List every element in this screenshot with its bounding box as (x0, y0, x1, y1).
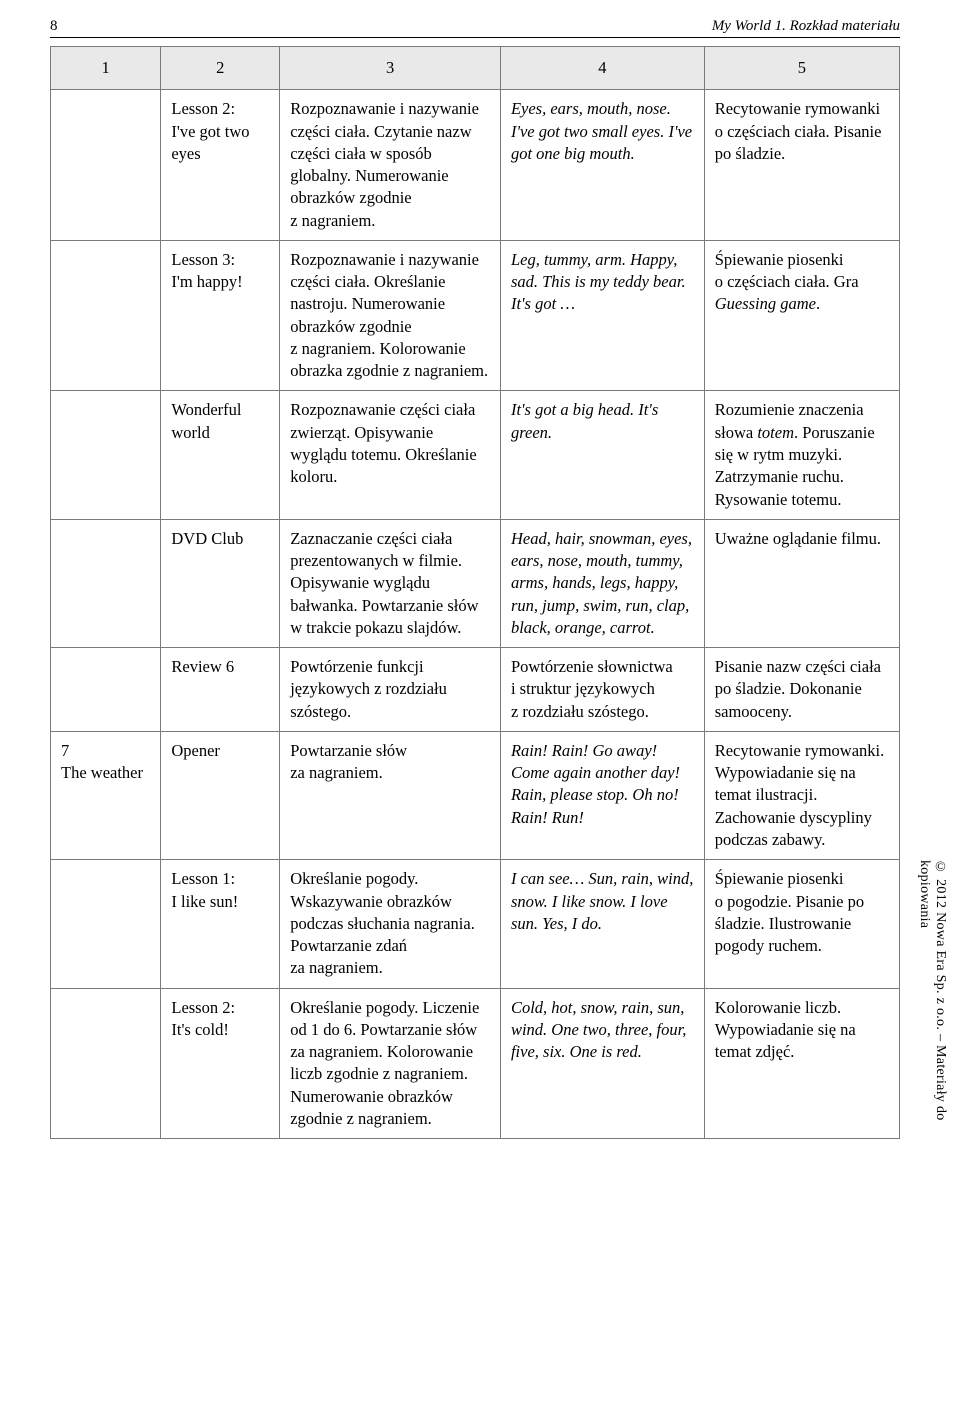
cell-c3: Rozpoznawanie i nazywanie części ciała. … (280, 240, 501, 391)
cell-c3: Określanie pogody. Liczenie od 1 do 6. P… (280, 988, 501, 1139)
cell-c2: Lesson 2:It's cold! (161, 988, 280, 1139)
running-head: 8 My World 1. Rozkład materiału (50, 18, 900, 38)
cell-c3: Zaznaczanie części ciała prezentowanych … (280, 519, 501, 647)
running-title: My World 1. Rozkład materiału (712, 18, 900, 35)
cell-c3: Powtórzenie funkcji językowych z rozdzia… (280, 648, 501, 732)
cell-c2: Lesson 1:I like sun! (161, 860, 280, 988)
cell-c3: Rozpoznawanie i nazywanie części ciała. … (280, 90, 501, 241)
cell-c1 (51, 519, 161, 647)
col-header-2: 2 (161, 47, 280, 90)
table-row: Lesson 3:I'm happy!Rozpoznawanie i nazyw… (51, 240, 900, 391)
cell-c3: Powtarzanie słów za nagraniem. (280, 731, 501, 859)
cell-c5: Recytowanie rymowanki. Wypowiadanie się … (704, 731, 899, 859)
cell-c1 (51, 90, 161, 241)
table-row: Wonderful worldRozpoznawanie części ciał… (51, 391, 900, 519)
cell-c4: Cold, hot, snow, rain, sun, wind. One tw… (500, 988, 704, 1139)
cell-c1 (51, 988, 161, 1139)
page-number: 8 (50, 18, 58, 35)
table-body: Lesson 2:I've got two eyesRozpoznawanie … (51, 90, 900, 1139)
cell-c2: DVD Club (161, 519, 280, 647)
cell-c1 (51, 391, 161, 519)
syllabus-table: 1 2 3 4 5 Lesson 2:I've got two eyesRozp… (50, 46, 900, 1139)
cell-c2: Lesson 3:I'm happy! (161, 240, 280, 391)
copyright-side-note: © 2012 Nowa Era Sp. z o.o. – Materiały d… (916, 860, 948, 1157)
table-row: Lesson 1:I like sun!Określanie pogody. W… (51, 860, 900, 988)
table-row: 7The weatherOpenerPowtarzanie słów za na… (51, 731, 900, 859)
table-row: Lesson 2:I've got two eyesRozpoznawanie … (51, 90, 900, 241)
cell-c5: Recytowanie rymowanki o częściach ciała.… (704, 90, 899, 241)
cell-c5: Kolorowanie liczb. Wypowiadanie się na t… (704, 988, 899, 1139)
col-header-4: 4 (500, 47, 704, 90)
cell-c2: Wonderful world (161, 391, 280, 519)
cell-c1 (51, 648, 161, 732)
page-container: 8 My World 1. Rozkład materiału 1 2 3 4 … (0, 0, 960, 1157)
table-row: Review 6Powtórzenie funkcji językowych z… (51, 648, 900, 732)
cell-c3: Określanie pogody. Wskazywanie obrazków … (280, 860, 501, 988)
cell-c5: Pisanie nazw części ciała po śladzie. Do… (704, 648, 899, 732)
table-row: DVD ClubZaznaczanie części ciała prezent… (51, 519, 900, 647)
col-header-5: 5 (704, 47, 899, 90)
table-row: Lesson 2:It's cold!Określanie pogody. Li… (51, 988, 900, 1139)
cell-c4: It's got a big head. It's green. (500, 391, 704, 519)
cell-c4: Rain! Rain! Go away! Come again another … (500, 731, 704, 859)
cell-c5: Uważne oglądanie filmu. (704, 519, 899, 647)
cell-c4: Powtórzenie słownictwa i struktur języko… (500, 648, 704, 732)
col-header-3: 3 (280, 47, 501, 90)
cell-c1 (51, 240, 161, 391)
cell-c4: I can see… Sun, rain, wind, snow. I like… (500, 860, 704, 988)
cell-c5: Śpiewanie piosenki o częściach ciała. Gr… (704, 240, 899, 391)
cell-c4: Leg, tummy, arm. Happy, sad. This is my … (500, 240, 704, 391)
cell-c4: Head, hair, snowman, eyes, ears, nose, m… (500, 519, 704, 647)
cell-c5: Śpiewanie piosenki o pogodzie. Pisanie p… (704, 860, 899, 988)
cell-c5: Rozumienie znaczenia słowa totem. Porusz… (704, 391, 899, 519)
cell-c2: Review 6 (161, 648, 280, 732)
col-header-1: 1 (51, 47, 161, 90)
cell-c4: Eyes, ears, mouth, nose. I've got two sm… (500, 90, 704, 241)
cell-c1: 7The weather (51, 731, 161, 859)
cell-c2: Lesson 2:I've got two eyes (161, 90, 280, 241)
table-header-row: 1 2 3 4 5 (51, 47, 900, 90)
cell-c3: Rozpoznawanie części ciała zwierząt. Opi… (280, 391, 501, 519)
cell-c1 (51, 860, 161, 988)
cell-c2: Opener (161, 731, 280, 859)
